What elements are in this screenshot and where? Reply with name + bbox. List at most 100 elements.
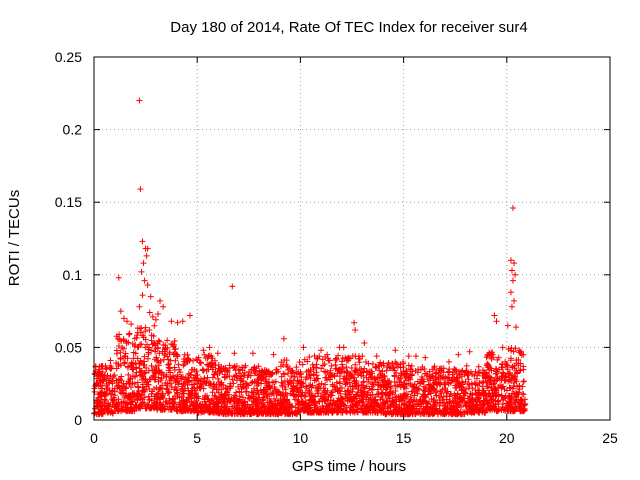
band-point	[303, 385, 310, 392]
band-point	[432, 389, 439, 396]
band-point	[107, 363, 114, 370]
band-point	[211, 392, 218, 399]
data-point	[147, 293, 154, 300]
band-point	[415, 408, 422, 415]
band-point	[156, 350, 163, 357]
band-point	[165, 356, 172, 363]
band-point	[436, 397, 443, 404]
band-point	[494, 407, 501, 414]
y-axis-label: ROTI / TECUs	[6, 190, 23, 286]
band-point	[290, 369, 297, 376]
band-point	[179, 386, 186, 393]
band-point	[463, 362, 470, 369]
band-point	[350, 386, 357, 393]
data-point	[174, 319, 181, 326]
band-point	[274, 368, 281, 375]
band-point	[386, 395, 393, 402]
band-point	[180, 362, 187, 369]
band-point	[375, 402, 382, 409]
band-point	[201, 351, 208, 358]
band-point	[369, 391, 376, 398]
band-point	[375, 391, 382, 398]
band-point	[167, 369, 174, 376]
band-point	[349, 383, 356, 390]
data-point	[361, 340, 368, 347]
band-point	[320, 385, 327, 392]
band-point	[149, 388, 156, 395]
data-point	[154, 311, 161, 318]
band-point	[198, 360, 205, 367]
band-point	[333, 355, 340, 362]
band-point	[405, 403, 412, 410]
band-point	[218, 403, 225, 410]
band-point	[348, 406, 355, 413]
band-point	[376, 367, 383, 374]
plot-frame	[93, 56, 611, 421]
band-point	[157, 386, 164, 393]
band-point	[126, 331, 133, 338]
band-point	[407, 366, 414, 373]
band-point	[478, 390, 485, 397]
band-point	[154, 344, 161, 351]
band-point	[259, 396, 266, 403]
band-point	[340, 375, 347, 382]
band-point	[350, 395, 357, 402]
data-point	[143, 252, 150, 259]
band-point	[224, 367, 231, 374]
band-point	[453, 367, 460, 374]
band-point	[256, 394, 263, 401]
band-point	[155, 337, 162, 344]
band-point	[445, 379, 452, 386]
band-point	[429, 403, 436, 410]
band-point	[466, 385, 473, 392]
band-point	[484, 360, 491, 367]
band-point	[133, 369, 140, 376]
band-point	[387, 383, 394, 390]
band-point	[93, 375, 100, 382]
band-point	[424, 404, 431, 411]
band-point	[245, 392, 252, 399]
band-point	[291, 373, 298, 380]
band-point	[171, 337, 178, 344]
band-point	[250, 366, 257, 373]
band-point	[115, 396, 122, 403]
band-point	[224, 406, 231, 413]
band-point	[102, 391, 109, 398]
band-point	[238, 400, 245, 407]
band-point	[333, 379, 340, 386]
band-point	[220, 398, 227, 405]
x-tick-label: 20	[499, 430, 515, 446]
band-point	[293, 396, 300, 403]
band-point	[277, 409, 284, 416]
band-point	[237, 411, 244, 418]
band-point	[324, 351, 331, 358]
axis-ticks	[93, 56, 611, 421]
band-point	[99, 403, 106, 410]
band-point	[94, 398, 101, 405]
band-point	[511, 397, 518, 404]
band-point	[507, 369, 513, 376]
data-point	[186, 312, 193, 319]
data-point	[520, 351, 527, 358]
band-point	[161, 352, 168, 359]
band-point	[121, 394, 128, 401]
band-point	[143, 383, 150, 390]
band-point	[186, 391, 193, 398]
band-point	[421, 366, 428, 373]
band-point	[403, 377, 410, 384]
band-point	[172, 345, 179, 352]
data-point	[509, 277, 516, 284]
band-point	[178, 380, 185, 387]
band-point	[367, 395, 374, 402]
x-tick-label: 0	[90, 430, 98, 446]
band-point	[273, 392, 280, 399]
band-point	[414, 378, 421, 385]
band-point	[157, 395, 164, 402]
band-point	[386, 379, 393, 386]
band-point	[299, 361, 306, 368]
band-point	[322, 396, 329, 403]
band-point	[520, 366, 527, 373]
band-point	[377, 396, 384, 403]
band-point	[168, 406, 175, 413]
band-point	[136, 325, 143, 332]
